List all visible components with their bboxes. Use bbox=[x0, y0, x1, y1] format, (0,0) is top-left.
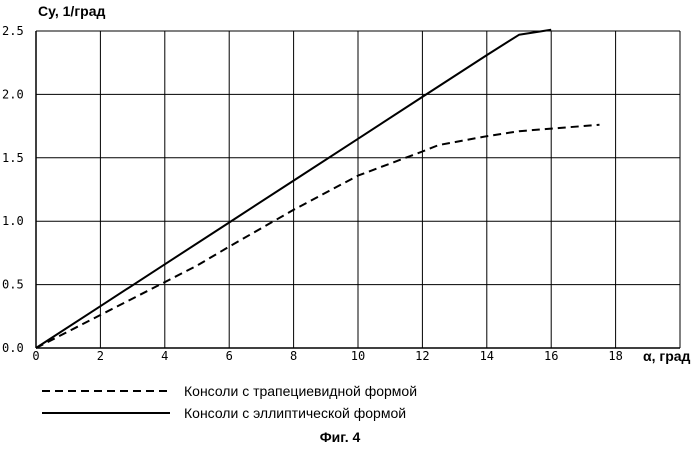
x-tick-label: 4 bbox=[161, 349, 168, 363]
x-tick-label: 10 bbox=[351, 349, 365, 363]
x-tick-label: 8 bbox=[290, 349, 297, 363]
series-lines bbox=[35, 28, 600, 349]
y-tick-label: 2.0 bbox=[2, 87, 24, 101]
y-tick-label: 0.5 bbox=[2, 278, 24, 292]
legend: Консоли с трапециевидной формой Консоли … bbox=[42, 383, 417, 421]
legend-label-trapezoid: Консоли с трапециевидной формой bbox=[184, 383, 417, 399]
tick-labels: 0 2 4 6 8 10 12 14 16 18 0.0 0.5 1.0 1.5 2.0 2.5 bbox=[2, 24, 623, 363]
y-tick-label: 1.5 bbox=[2, 151, 24, 165]
figure-caption: Фиг. 4 bbox=[320, 429, 361, 445]
grid bbox=[36, 30, 681, 348]
x-tick-label: 14 bbox=[480, 349, 494, 363]
y-tick-label: 0.0 bbox=[2, 341, 24, 355]
series-line-elliptic bbox=[35, 28, 552, 349]
x-tick-label: 0 bbox=[32, 349, 39, 363]
series-line-trapezoid bbox=[35, 123, 600, 349]
y-axis-label: Cy, 1/град bbox=[38, 3, 105, 19]
y-tick-label: 2.5 bbox=[2, 24, 24, 38]
x-tick-label: 2 bbox=[97, 349, 104, 363]
x-tick-label: 6 bbox=[226, 349, 233, 363]
axes bbox=[35, 31, 680, 349]
x-tick-label: 12 bbox=[415, 349, 429, 363]
x-tick-label: 16 bbox=[544, 349, 558, 363]
x-tick-label: 18 bbox=[608, 349, 622, 363]
legend-label-elliptic: Консоли с эллиптической формой bbox=[184, 405, 406, 421]
x-axis-label: α, град bbox=[643, 348, 691, 364]
y-tick-label: 1.0 bbox=[2, 214, 24, 228]
